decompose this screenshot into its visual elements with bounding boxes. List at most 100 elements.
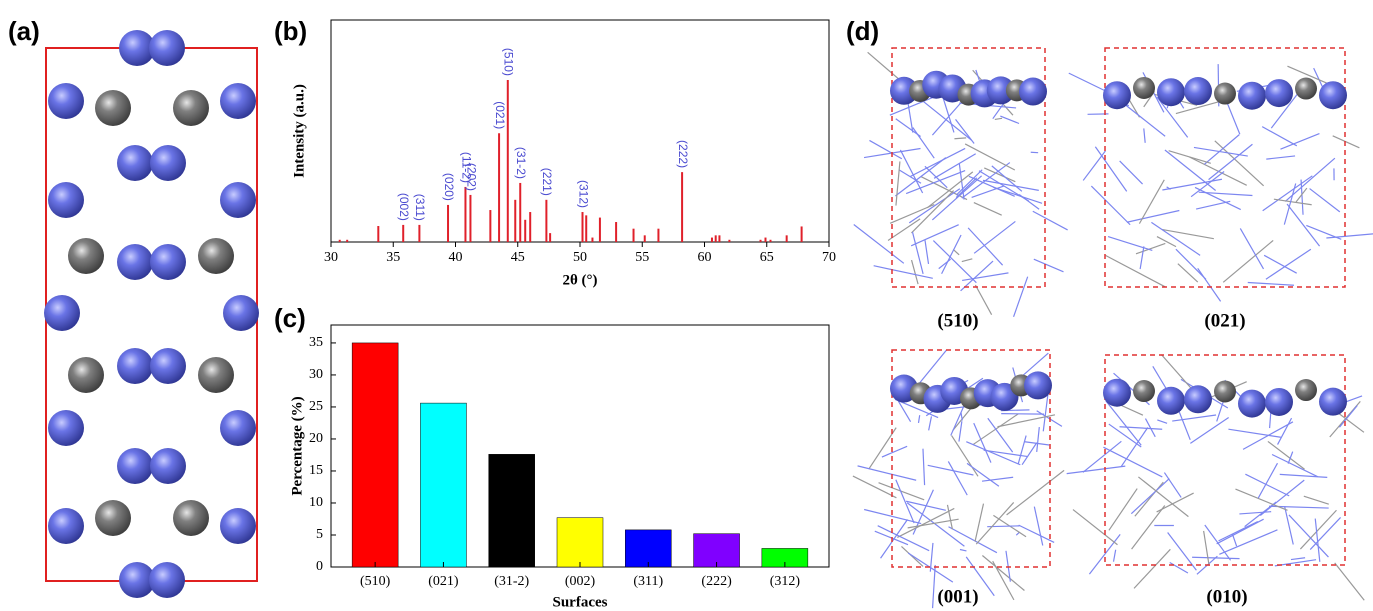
bond bbox=[1144, 128, 1145, 142]
bond bbox=[1215, 141, 1264, 186]
bond bbox=[1164, 473, 1181, 498]
bond bbox=[947, 505, 952, 529]
bond bbox=[968, 228, 1002, 265]
bond bbox=[923, 449, 925, 485]
bond bbox=[1125, 105, 1165, 137]
surface-slabs bbox=[853, 48, 1373, 608]
crystal-structure bbox=[44, 30, 259, 598]
bond bbox=[1019, 525, 1055, 542]
x-axis-label: Surfaces bbox=[553, 594, 608, 610]
bond bbox=[1227, 104, 1239, 135]
atom bbox=[150, 448, 186, 484]
bond bbox=[974, 203, 1002, 216]
atom bbox=[95, 500, 131, 536]
x-tick-label: 40 bbox=[449, 250, 463, 265]
atom bbox=[48, 410, 84, 446]
panel-label: (d) bbox=[846, 16, 879, 46]
x-tick-label: (311) bbox=[633, 574, 663, 589]
x-tick-label: 70 bbox=[822, 250, 836, 265]
bond bbox=[1239, 512, 1271, 514]
y-tick-label: 5 bbox=[316, 527, 323, 542]
bond bbox=[1043, 393, 1048, 432]
bond bbox=[1170, 563, 1188, 573]
x-tick-label: (312) bbox=[770, 574, 801, 589]
bond bbox=[1310, 189, 1340, 212]
peak-label: (311) bbox=[413, 194, 427, 221]
atom bbox=[1238, 82, 1266, 110]
bond bbox=[901, 546, 923, 566]
y-tick-label: 15 bbox=[309, 463, 323, 478]
bond bbox=[1243, 422, 1293, 450]
atom bbox=[1133, 77, 1155, 99]
bond bbox=[962, 273, 1008, 281]
surface-label: (021) bbox=[1204, 310, 1245, 331]
atom bbox=[1319, 81, 1347, 109]
bond bbox=[1248, 282, 1294, 285]
bond bbox=[1205, 525, 1231, 560]
bond bbox=[1067, 466, 1126, 473]
atom bbox=[1103, 81, 1131, 109]
atom bbox=[173, 90, 209, 126]
surface-label: (510) bbox=[937, 310, 978, 331]
bond bbox=[997, 415, 1054, 427]
bond bbox=[982, 556, 1024, 591]
atom bbox=[48, 182, 84, 218]
atom bbox=[223, 295, 259, 331]
x-tick-label: 50 bbox=[573, 250, 587, 265]
bond bbox=[1140, 246, 1144, 269]
atom bbox=[68, 357, 104, 393]
atom bbox=[1184, 385, 1212, 413]
bond bbox=[1034, 507, 1042, 546]
bond bbox=[921, 177, 967, 200]
bond bbox=[1000, 116, 1019, 123]
bond bbox=[961, 412, 962, 420]
bond bbox=[1134, 549, 1170, 588]
bond bbox=[974, 221, 1015, 253]
y-tick-label: 20 bbox=[309, 431, 323, 446]
bond bbox=[988, 418, 1013, 452]
bond bbox=[1103, 447, 1162, 477]
bond bbox=[954, 138, 966, 139]
bond bbox=[1245, 474, 1289, 496]
bond bbox=[960, 550, 967, 551]
atom bbox=[1319, 388, 1347, 416]
panel-label: (b) bbox=[274, 16, 307, 46]
peak-label: (31-2) bbox=[514, 147, 528, 179]
bond bbox=[1151, 222, 1200, 255]
bond bbox=[1157, 420, 1167, 423]
bond bbox=[1195, 187, 1241, 209]
atom bbox=[1019, 78, 1047, 106]
bond bbox=[1284, 184, 1295, 225]
bond bbox=[1178, 264, 1198, 282]
x-tick-label: (510) bbox=[360, 574, 391, 589]
x-tick-label: 30 bbox=[324, 250, 338, 265]
bond bbox=[965, 144, 1015, 170]
peak-label: (020) bbox=[442, 173, 456, 201]
atom bbox=[1214, 83, 1236, 105]
bond bbox=[1291, 558, 1305, 560]
atom bbox=[68, 238, 104, 274]
bond bbox=[913, 128, 934, 159]
bond bbox=[962, 259, 972, 262]
atom bbox=[220, 508, 256, 544]
x-tick-label: (31-2) bbox=[494, 574, 529, 589]
bond bbox=[959, 421, 962, 441]
bar bbox=[625, 530, 671, 567]
x-axis-label: 2θ (°) bbox=[562, 272, 597, 288]
atom bbox=[149, 562, 185, 598]
peak-label: (002) bbox=[397, 193, 411, 221]
bond bbox=[912, 260, 919, 284]
atom bbox=[149, 30, 185, 66]
atom bbox=[150, 244, 186, 280]
bond bbox=[1264, 255, 1297, 273]
bond bbox=[1083, 151, 1105, 181]
atom bbox=[44, 295, 80, 331]
bond bbox=[1223, 240, 1273, 282]
x-tick-label: (222) bbox=[701, 574, 732, 589]
bond bbox=[1280, 134, 1319, 150]
atom bbox=[48, 508, 84, 544]
panel-label: (a) bbox=[8, 16, 40, 46]
atom bbox=[1265, 79, 1293, 107]
bond bbox=[1172, 415, 1216, 421]
bond bbox=[932, 102, 961, 135]
